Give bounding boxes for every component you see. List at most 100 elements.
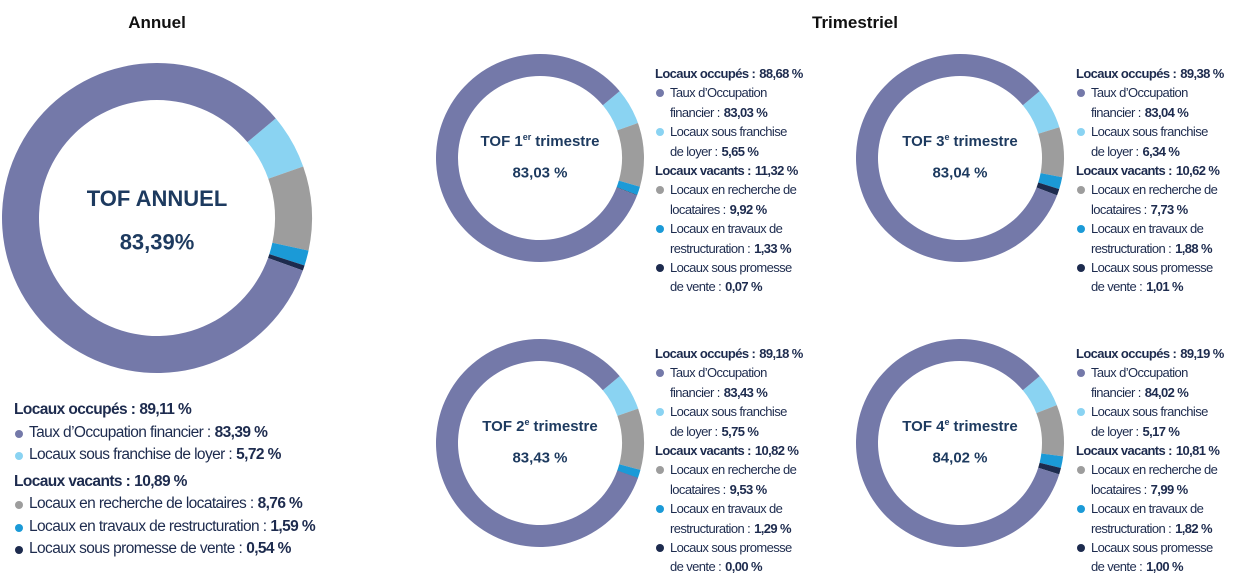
legend-group-header: Locaux occupés :89,38 % (1076, 64, 1240, 83)
legend-label: Locaux sous franchise de loyer : (29, 446, 233, 463)
center-title-prefix: TOF 3 (902, 133, 944, 150)
legend-group-header: Locaux vacants :10,81 % (1076, 441, 1240, 460)
legend-value: 7,73 % (1150, 201, 1188, 217)
legend-item: Locaux sous franchise de loyer :5,72 % (14, 444, 344, 467)
center-title-suffix: trimestre (954, 418, 1018, 435)
center-value: 84,02 % (932, 449, 987, 466)
legend-label: Locaux sous franchise de loyer : (1091, 404, 1208, 439)
center-title: TOF 2e trimestre (482, 417, 597, 435)
donut-segment (1022, 376, 1057, 414)
legend-item: Locaux sous promesse de vente :1,01 % (1076, 258, 1240, 297)
legend-value: 5,65 % (721, 143, 759, 159)
group-name: Locaux vacants : (14, 472, 131, 490)
legend-dot (1077, 505, 1085, 514)
legend-dot (656, 128, 664, 137)
legend-dot (656, 369, 664, 378)
center-value: 83,43 % (512, 449, 567, 466)
legend-text: Locaux sous promesse de vente :1,00 % (1091, 538, 1221, 577)
legend-label: Taux d’Occupation financier : (670, 365, 767, 400)
legend-dot (656, 264, 664, 273)
center-title: TOF 1er trimestre (481, 132, 600, 150)
legend-dot (1077, 408, 1085, 417)
group-name: Locaux occupés : (655, 66, 756, 81)
legend-label: Locaux sous franchise de loyer : (670, 124, 787, 159)
legend-text: Locaux sous franchise de loyer :5,75 % (670, 402, 800, 441)
donut-segment (616, 180, 640, 195)
center-title-suffix: trimestre (954, 133, 1018, 150)
legend-text: Taux d’Occupation financier :83,39 % (29, 422, 268, 445)
legend-item: Taux d’Occupation financier :84,02 % (1076, 363, 1240, 402)
legend-value: 83,03 % (723, 104, 768, 120)
donut-segment (602, 376, 639, 416)
legend-item: Locaux en travaux de restructuration :1,… (14, 516, 344, 539)
legend-text: Locaux en travaux de restructuration :1,… (29, 516, 316, 539)
group-value: 88,68 % (759, 66, 803, 81)
group-value: 89,18 % (759, 346, 803, 361)
legend-text: Locaux sous franchise de loyer :5,17 % (1091, 402, 1221, 441)
legend-value: 9,53 % (729, 481, 767, 497)
legend-label: Locaux sous promesse de vente : (29, 540, 243, 557)
donut-segment (1022, 91, 1060, 134)
center-title: TOF ANNUEL (87, 186, 228, 211)
legend-dot (656, 466, 664, 475)
legend-item: Locaux en travaux de restructuration :1,… (1076, 219, 1240, 258)
center-title-suffix: trimestre (535, 133, 599, 150)
legend-value: 1,82 % (1175, 520, 1212, 536)
legend-value: 1,59 % (270, 517, 316, 535)
legend-label: Taux d’Occupation financier : (670, 85, 767, 120)
legend-text: Locaux sous promesse de vente :0,54 % (29, 538, 291, 561)
donut-segment (1039, 453, 1064, 469)
legend-dot (1077, 544, 1085, 553)
legend-value: 84,02 % (1144, 384, 1189, 400)
donut-segment (856, 339, 1060, 547)
legend-item: Locaux en travaux de restructuration :1,… (1076, 499, 1240, 538)
donut-segment (1036, 182, 1060, 196)
legend-label: Locaux en travaux de restructuration : (670, 221, 783, 256)
legend-item: Taux d’Occupation financier :83,04 % (1076, 83, 1240, 122)
group-name: Locaux vacants : (1076, 443, 1172, 459)
group-value: 10,81 % (1175, 443, 1220, 459)
donut-segment (268, 166, 312, 251)
legend-value: 83,04 % (1144, 104, 1189, 120)
legend-value: 1,01 % (1146, 279, 1183, 295)
legend-dot (1077, 225, 1085, 234)
donut-segment (617, 464, 641, 478)
legend-item: Locaux en recherche de locataires :7,99 … (1076, 460, 1240, 499)
legend-value: 7,99 % (1150, 481, 1188, 497)
legend-label: Locaux en travaux de restructuration : (1091, 221, 1204, 256)
legend-value: 5,72 % (236, 446, 281, 463)
legend-item: Locaux sous promesse de vente :0,07 % (655, 258, 823, 297)
legend-text: Locaux en travaux de restructuration :1,… (670, 219, 800, 258)
legend-text: Locaux sous franchise de loyer :5,72 % (29, 444, 281, 467)
center-value: 83,03 % (512, 164, 567, 181)
legend-label: Locaux sous promesse de vente : (1091, 540, 1213, 575)
group-value: 89,38 % (1180, 66, 1224, 81)
legend-value: 1,29 % (754, 520, 791, 536)
legend-text: Taux d’Occupation financier :83,43 % (670, 363, 800, 402)
legend-group-header: Locaux occupés :89,18 % (655, 344, 823, 363)
legend-item: Taux d’Occupation financier :83,03 % (655, 83, 823, 122)
legend-text: Taux d’Occupation financier :84,02 % (1091, 363, 1221, 402)
legend-value: 0,54 % (246, 540, 291, 557)
donut-segment (436, 53, 638, 263)
center-title-ordinal: er (523, 132, 532, 142)
group-value: 89,19 % (1180, 346, 1224, 361)
legend: Locaux occupés :88,68 % Taux d’Occupation… (655, 64, 823, 297)
legend-group-header: Locaux occupés :89,19 % (1076, 344, 1240, 363)
quarterly-heading: Trimestriel (812, 13, 898, 32)
donut-segment (269, 242, 309, 266)
legend-text: Locaux sous franchise de loyer :6,34 % (1091, 122, 1221, 161)
legend-value: 1,00 % (1146, 559, 1183, 575)
legend-dot (1077, 186, 1085, 195)
center-title-suffix: trimestre (534, 418, 598, 435)
legend-item: Locaux en recherche de locataires :8,76 … (14, 493, 344, 516)
donut-segment (1038, 127, 1065, 178)
legend-label: Locaux en recherche de locataires : (670, 462, 797, 497)
legend-label: Taux d’Occupation financier : (1091, 85, 1188, 120)
legend-label: Locaux en recherche de locataires : (1091, 182, 1218, 217)
center-value: 83,39% (120, 230, 195, 255)
legend-group-header: Locaux vacants :10,89 % (14, 471, 344, 494)
donut-segment (616, 187, 638, 196)
group-name: Locaux occupés : (1076, 66, 1177, 81)
